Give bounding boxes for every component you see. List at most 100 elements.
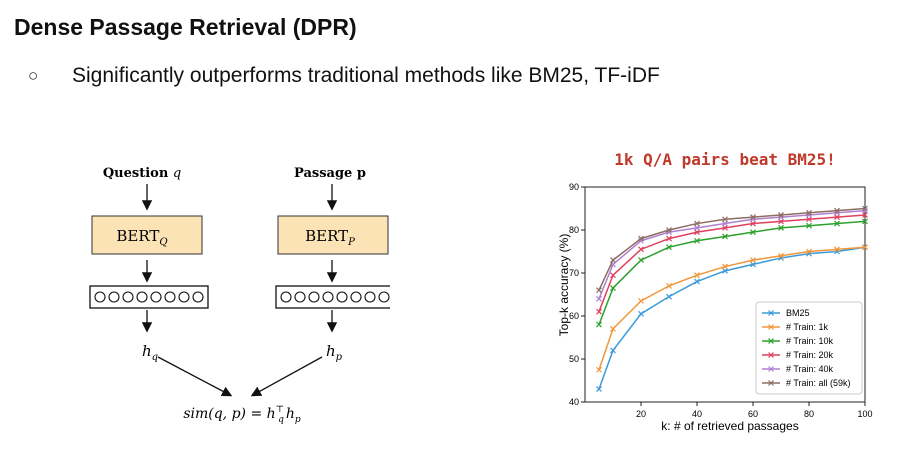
data-point bbox=[596, 321, 602, 328]
vector-cell bbox=[136, 291, 148, 303]
data-point bbox=[722, 267, 728, 274]
vector-frame bbox=[89, 285, 209, 309]
y-tick-label: 60 bbox=[569, 311, 579, 321]
plot-frame bbox=[584, 186, 866, 403]
data-point bbox=[610, 257, 616, 264]
legend-marker bbox=[768, 324, 774, 330]
hq-to-sim-arrow bbox=[157, 356, 233, 397]
vector-cell bbox=[164, 291, 176, 303]
series-line bbox=[598, 207, 866, 291]
data-point bbox=[750, 229, 756, 236]
data-point bbox=[750, 261, 756, 268]
data-point bbox=[610, 285, 616, 291]
data-point bbox=[834, 207, 840, 214]
vector-cell bbox=[336, 291, 348, 303]
top-k-accuracy-chart: 1k Q/A pairs beat BM25! 20 40 60 80 100 40 50 6… bbox=[557, 150, 873, 433]
hp-to-sim-arrow bbox=[250, 356, 323, 397]
data-point bbox=[666, 235, 672, 242]
hp-label: hp bbox=[326, 342, 343, 363]
data-point bbox=[834, 246, 840, 253]
legend-entry: # Train: 20k bbox=[786, 350, 834, 360]
data-point bbox=[666, 244, 672, 251]
legend-entry: BM25 bbox=[786, 308, 810, 318]
data-point bbox=[694, 272, 700, 279]
data-point bbox=[596, 295, 602, 302]
legend-marker bbox=[768, 366, 774, 372]
data-point bbox=[750, 220, 756, 227]
bert-q-box bbox=[91, 215, 203, 255]
vector-cell bbox=[178, 291, 190, 303]
data-point bbox=[722, 220, 728, 227]
series-3 bbox=[596, 212, 868, 315]
data-point bbox=[862, 205, 868, 212]
chart-annotation: 1k Q/A pairs beat BM25! bbox=[614, 150, 836, 169]
x-axis-label: k: # of retrieved passages bbox=[661, 419, 798, 433]
data-point bbox=[862, 212, 868, 218]
data-point bbox=[806, 248, 812, 255]
data-point bbox=[722, 263, 728, 270]
legend-box bbox=[755, 301, 863, 395]
hollow-circle-bullet-icon: ○ bbox=[28, 66, 39, 85]
vector-cell bbox=[122, 291, 134, 303]
legend-marker bbox=[768, 310, 774, 316]
data-point bbox=[778, 224, 784, 231]
legend-entry: # Train: all (59k) bbox=[786, 378, 851, 388]
data-point bbox=[750, 214, 756, 221]
data-point bbox=[834, 214, 840, 221]
data-point bbox=[694, 229, 700, 236]
data-point bbox=[778, 218, 784, 225]
legend-marker bbox=[768, 338, 774, 344]
data-point bbox=[666, 282, 672, 289]
data-point bbox=[638, 257, 644, 264]
slide-title: Dense Passage Retrieval (DPR) bbox=[14, 14, 357, 40]
series-4 bbox=[596, 207, 868, 302]
series-5 bbox=[596, 205, 868, 294]
data-point bbox=[638, 246, 644, 253]
similarity-formula: sim(q, p) = h⊤ q hp bbox=[183, 405, 301, 425]
data-point bbox=[778, 252, 784, 259]
y-tick-label: 40 bbox=[569, 397, 579, 407]
data-point bbox=[596, 287, 602, 294]
vector-cell bbox=[294, 291, 306, 303]
legend-entry: # Train: 10k bbox=[786, 336, 834, 346]
vector-cell bbox=[322, 291, 334, 303]
data-point bbox=[666, 227, 672, 233]
series-2 bbox=[596, 218, 868, 328]
y-tick-label: 80 bbox=[569, 225, 579, 235]
question-label: Question q bbox=[103, 166, 181, 181]
legend-entry: # Train: 40k bbox=[786, 364, 834, 374]
bert-p-label: BERTP bbox=[305, 227, 355, 248]
hq-label: hq bbox=[142, 342, 158, 363]
bert-p-box bbox=[277, 215, 389, 255]
y-tick-label: 50 bbox=[569, 354, 579, 364]
y-axis-label: Top-k accuracy (%) bbox=[557, 234, 571, 337]
data-point bbox=[806, 216, 812, 223]
vector-cell bbox=[308, 291, 320, 303]
bullet-text: Significantly outperforms traditional me… bbox=[72, 64, 660, 87]
vector-cell bbox=[364, 291, 376, 303]
legend-marker bbox=[768, 380, 774, 386]
vector-cell bbox=[378, 291, 390, 303]
data-point bbox=[750, 257, 756, 264]
data-point bbox=[862, 244, 868, 251]
data-point bbox=[666, 293, 672, 300]
x-tick-label: 60 bbox=[748, 409, 758, 419]
data-point bbox=[638, 235, 644, 242]
chart-legend: BM25 # Train: 1k # Train: 10k # Train: 20k #… bbox=[755, 301, 863, 395]
data-point bbox=[596, 308, 602, 315]
vector-frame bbox=[275, 285, 390, 309]
data-point bbox=[596, 386, 602, 393]
data-point bbox=[596, 366, 602, 373]
series-1 bbox=[596, 244, 868, 373]
y-tick-label: 70 bbox=[569, 268, 579, 278]
data-point bbox=[638, 310, 644, 317]
data-point bbox=[694, 224, 700, 231]
data-point bbox=[610, 347, 616, 354]
x-tick-label: 80 bbox=[804, 409, 814, 419]
data-point bbox=[610, 272, 616, 279]
vector-cell bbox=[94, 291, 106, 303]
data-point bbox=[834, 220, 840, 227]
question-embedding-vector bbox=[89, 285, 209, 309]
passage-label: Passage p bbox=[294, 166, 366, 181]
dpr-architecture-diagram: Question q Passage p BERTQ BERTP hq hp s… bbox=[89, 166, 390, 425]
